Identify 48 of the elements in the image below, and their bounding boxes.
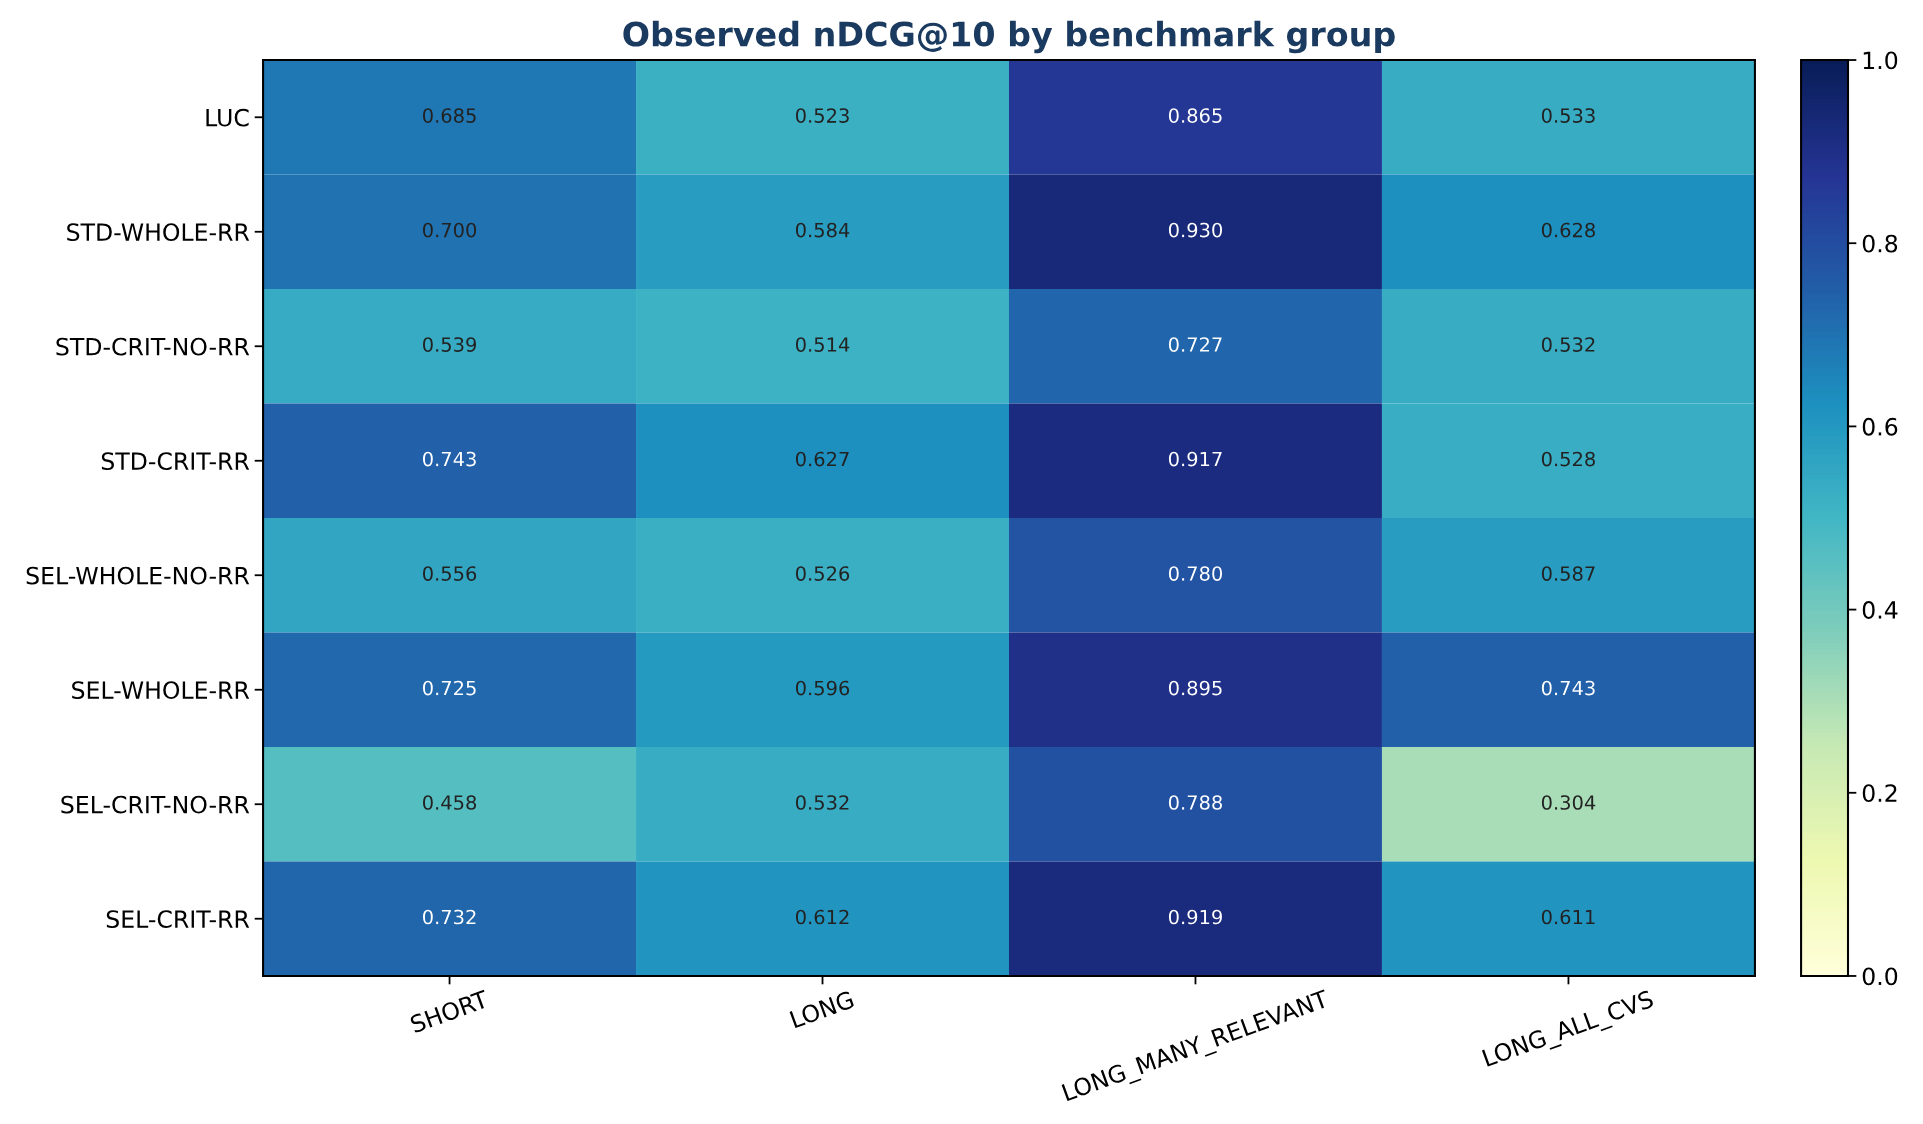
- chart-title: Observed nDCG@10 by benchmark group: [623, 20, 1395, 54]
- data-label: 0.526: [795, 566, 850, 581]
- data-label: 0.539: [423, 337, 477, 352]
- y-tick-label: SEL-WHOLE-RR: [72, 681, 250, 700]
- color-bar-label: 1.0: [1863, 51, 1898, 70]
- data-label: 0.523: [795, 108, 849, 123]
- data-label: 0.532: [795, 795, 849, 810]
- y-tick-label: STD-CRIT-RR: [101, 452, 250, 471]
- data-label: 0.732: [423, 909, 476, 925]
- data-label: 0.596: [795, 680, 850, 696]
- x-tick-label: LONG: [789, 990, 855, 1029]
- y-tick-label: SEL-WHOLE-NO-RR: [26, 566, 250, 585]
- data-label: 0.930: [1168, 222, 1223, 238]
- color-bar-label: 0.6: [1862, 417, 1898, 436]
- data-label: 0.780: [1168, 566, 1223, 581]
- data-label: 0.458: [423, 795, 477, 810]
- color-bar-label: 0.2: [1862, 784, 1897, 803]
- data-label: 0.919: [1168, 909, 1222, 925]
- data-label: 0.895: [1168, 680, 1222, 696]
- data-label: 0.556: [423, 566, 477, 581]
- data-label: 0.685: [423, 108, 476, 123]
- y-tick-label: SEL-CRIT-NO-RR: [61, 795, 250, 814]
- data-label: 0.612: [795, 909, 849, 925]
- data-label: 0.628: [1541, 222, 1595, 238]
- data-label: 0.532: [1541, 337, 1595, 352]
- data-label: 0.725: [423, 680, 476, 696]
- y-tick-label: STD-CRIT-NO-RR: [56, 337, 250, 356]
- data-label: 0.514: [795, 337, 850, 352]
- y-tick-label: STD-WHOLE-RR: [67, 223, 250, 242]
- data-label: 0.917: [1168, 451, 1222, 467]
- color-bar-label: 0.8: [1862, 234, 1898, 253]
- y-tick-label: LUC: [206, 108, 249, 127]
- data-label: 0.304: [1541, 795, 1596, 810]
- data-label: 0.627: [795, 451, 849, 467]
- data-label: 0.743: [1541, 680, 1595, 696]
- data-label: 0.727: [1168, 337, 1222, 352]
- data-label: 0.584: [795, 222, 850, 238]
- y-tick-label: SEL-CRIT-RR: [106, 910, 250, 929]
- data-label: 0.743: [423, 451, 476, 467]
- data-label: 0.533: [1541, 108, 1595, 123]
- data-label: 0.587: [1541, 566, 1595, 581]
- color-bar-label: 0.4: [1862, 601, 1898, 619]
- data-label: 0.528: [1541, 451, 1595, 467]
- color-bar-label: 0.0: [1862, 967, 1898, 986]
- data-label: 0.788: [1168, 795, 1222, 810]
- data-label: 0.865: [1168, 108, 1222, 123]
- data-label: 0.611: [1541, 909, 1595, 925]
- data-label: 0.700: [423, 222, 477, 238]
